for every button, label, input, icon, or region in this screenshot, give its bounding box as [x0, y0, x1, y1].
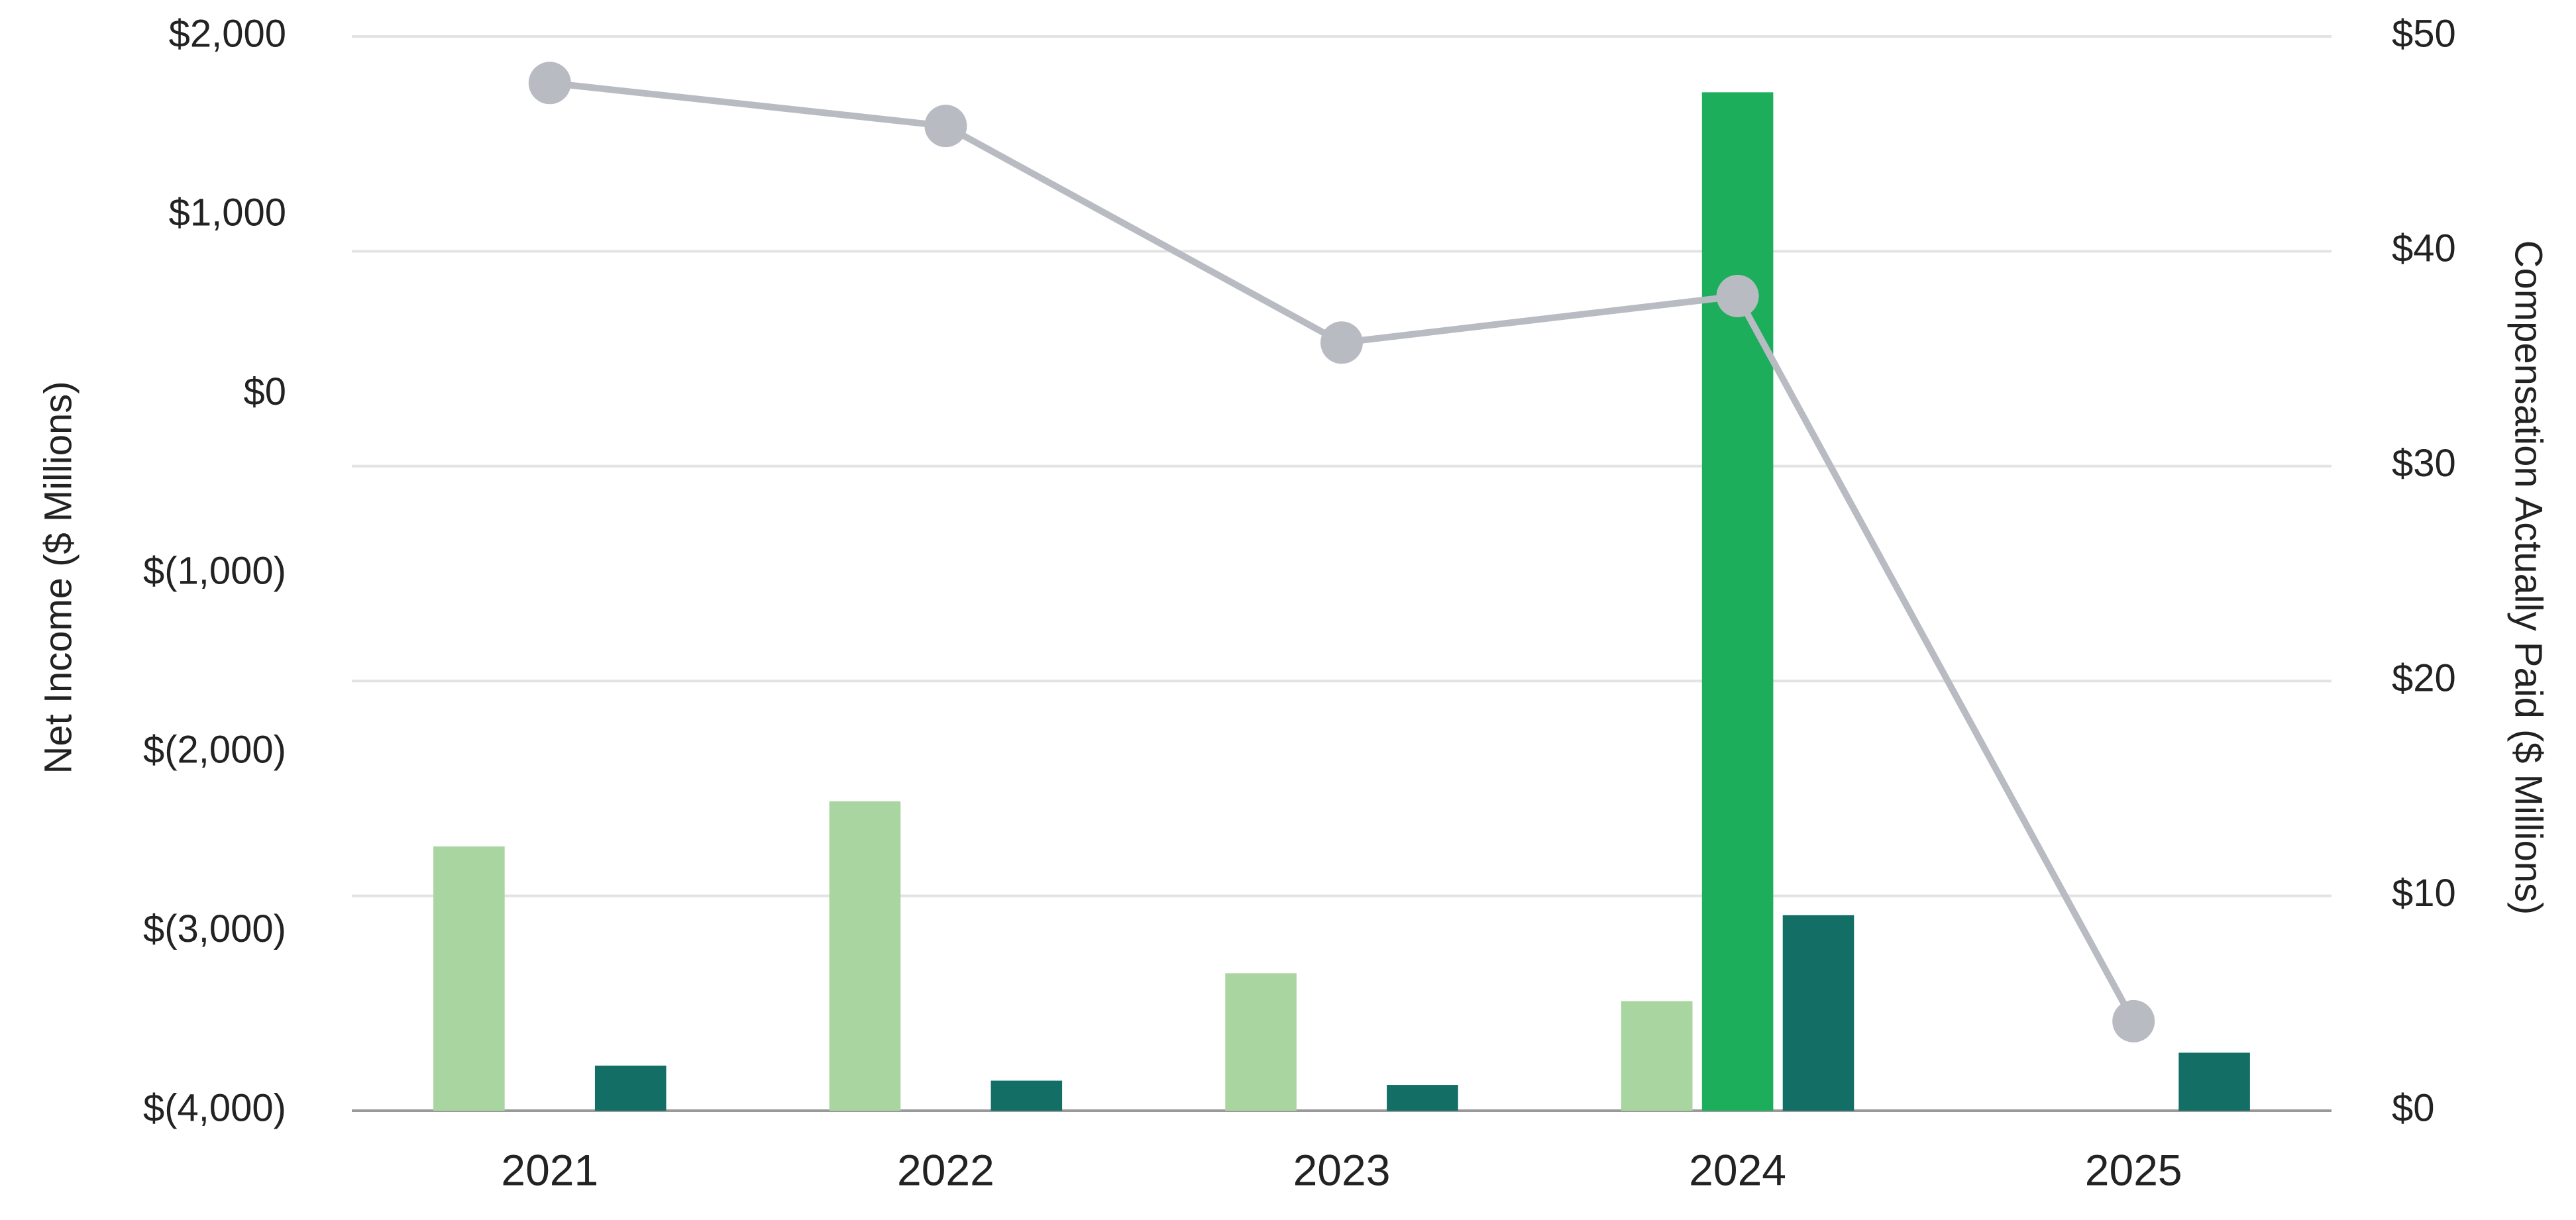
y-tick-label: $2,000	[169, 12, 286, 55]
x-tick-label: 2024	[1689, 1145, 1786, 1194]
x-tick-label: 2025	[2085, 1145, 2182, 1194]
y2-tick-label: $20	[2392, 657, 2456, 700]
y-tick-label: $(1,000)	[143, 549, 286, 592]
bar	[991, 1080, 1063, 1111]
x-tick-label: 2023	[1293, 1145, 1391, 1194]
line-marker	[924, 105, 967, 148]
y-tick-label: $1,000	[169, 191, 286, 234]
bar	[1782, 915, 1854, 1111]
y-tick-label: $(2,000)	[143, 729, 286, 772]
x-tick-label: 2022	[897, 1145, 994, 1194]
line-marker	[1320, 321, 1363, 364]
bar	[829, 801, 901, 1111]
y2-tick-label: $30	[2392, 442, 2456, 485]
y-tick-label: $(3,000)	[143, 907, 286, 950]
y2-axis-title: Compensation Actually Paid ($ Millions)	[2507, 240, 2550, 915]
y-axis-title: Net Income ($ Millions)	[36, 381, 80, 774]
line	[549, 79, 2137, 1023]
bar	[1701, 92, 1774, 1111]
y2-tick-label: $10	[2392, 872, 2456, 915]
y2-tick-label: $0	[2392, 1086, 2435, 1129]
y-tick-label: $(4,000)	[143, 1086, 286, 1129]
bar	[2178, 1052, 2250, 1111]
bar	[1621, 1001, 1693, 1111]
bar	[433, 846, 505, 1111]
y2-tick-label: $50	[2392, 12, 2456, 55]
line-marker	[2112, 999, 2155, 1042]
line-marker	[1716, 274, 1759, 317]
x-tick-label: 2021	[501, 1145, 598, 1194]
y2-tick-label: $40	[2392, 227, 2456, 270]
line-marker	[528, 62, 571, 105]
y-tick-label: $0	[243, 370, 286, 413]
bar	[1225, 973, 1297, 1111]
bar	[1387, 1085, 1458, 1111]
bar	[594, 1065, 667, 1111]
